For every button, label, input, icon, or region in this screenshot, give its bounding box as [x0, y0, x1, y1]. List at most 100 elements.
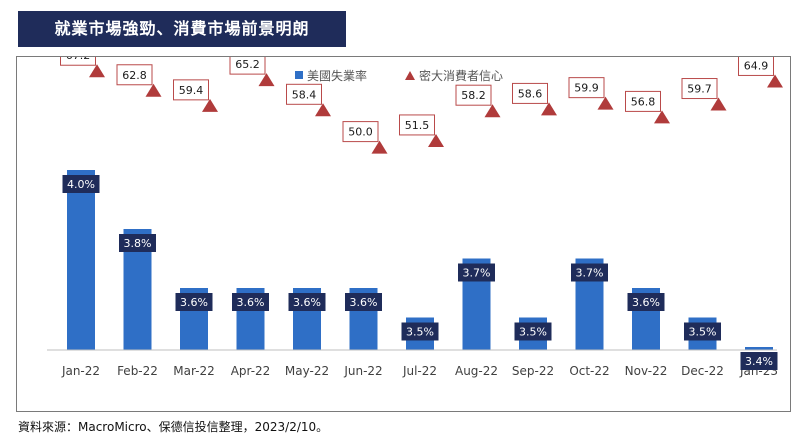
marker-label-Dec-22: 59.7	[681, 78, 718, 100]
marker-labels: 67.2 62.8 59.4 65.2 58.4 50.0 51.5 58.2 58.6 59.9…	[60, 44, 774, 143]
marker-label-Jan-23-text: 64.9	[744, 59, 769, 72]
marker-Feb-22	[145, 83, 162, 97]
marker-label-Jan-23: 64.9	[738, 54, 774, 76]
legend: 美國失業率 密大消費者信心	[295, 68, 503, 83]
x-tick-Aug-22: Aug-22	[455, 364, 498, 378]
bar-Jan-23	[745, 347, 773, 350]
bar-Jan-22	[67, 170, 95, 350]
marker-label-Dec-22-text: 59.7	[687, 83, 712, 96]
marker-label-Feb-22-box	[116, 64, 153, 86]
marker-label-Jun-22-text: 50.0	[348, 126, 373, 139]
bar-label-Apr-22-text: 3.6%	[237, 296, 265, 309]
marker-label-May-22-box	[286, 83, 322, 105]
marker-May-22	[315, 103, 331, 117]
x-tick-May-22: May-22	[285, 364, 329, 378]
bar-label-Jan-23-text: 3.4%	[745, 355, 773, 368]
x-tick-Nov-22: Nov-22	[625, 364, 668, 378]
bar-label-May-22-text: 3.6%	[293, 296, 321, 309]
marker-label-Sep-22-text: 58.6	[518, 87, 543, 100]
marker-Aug-22	[484, 104, 501, 118]
marker-label-Sep-22: 58.6	[512, 82, 548, 104]
bar-label-Oct-22-box	[571, 263, 608, 282]
marker-label-Aug-22: 58.2	[455, 84, 492, 106]
marker-Sep-22	[541, 102, 557, 116]
bar-label-Jul-22-box	[401, 322, 439, 341]
bar-label-Apr-22: 3.6%	[232, 293, 269, 311]
marker-label-Aug-22-box	[455, 84, 492, 106]
marker-label-May-22-text: 58.4	[292, 88, 317, 101]
marker-label-Jan-22-text: 67.2	[66, 57, 91, 62]
marker-label-Feb-22-text: 62.8	[122, 69, 147, 82]
bar-label-Nov-22-box	[627, 293, 665, 311]
marker-label-Nov-22: 56.8	[625, 90, 661, 112]
bar-label-Feb-22-box	[119, 234, 156, 252]
x-tick-Dec-22: Dec-22	[681, 364, 724, 378]
bar-label-Dec-22-box	[684, 322, 721, 341]
x-tick-Jun-22: Jun-22	[343, 364, 382, 378]
bar-label-Dec-22-text: 3.5%	[689, 326, 717, 339]
marker-label-Dec-22-box	[681, 78, 718, 100]
marker-label-Mar-22-box	[173, 79, 209, 101]
marker-label-Oct-22: 59.9	[568, 77, 605, 99]
bar-label-Feb-22-text: 3.8%	[124, 237, 152, 250]
marker-label-Jul-22-text: 51.5	[405, 119, 430, 132]
marker-series	[89, 64, 783, 154]
bar-label-Feb-22: 3.8%	[119, 234, 156, 252]
x-tick-Sep-22: Sep-22	[512, 364, 554, 378]
bar-label-Oct-22-text: 3.7%	[576, 267, 604, 280]
marker-label-Oct-22-text: 59.9	[574, 82, 599, 95]
legend-swatch-marker	[405, 71, 415, 80]
marker-label-Mar-22: 59.4	[173, 79, 209, 101]
bar-label-Aug-22: 3.7%	[458, 263, 495, 282]
marker-Mar-22	[202, 98, 218, 112]
marker-label-Nov-22-box	[625, 90, 661, 112]
marker-Apr-22	[258, 73, 275, 87]
marker-Oct-22	[597, 96, 614, 110]
marker-label-Oct-22-box	[568, 77, 605, 99]
chart-svg: 美國失業率 密大消費者信心 Jan-22 Feb-22 Mar-22 Apr-22 May…	[47, 44, 783, 378]
bar-label-Jun-22: 3.6%	[345, 293, 382, 311]
bar-label-May-22-box	[288, 293, 326, 311]
bar-label-Jun-22-box	[345, 293, 382, 311]
marker-Dec-22	[710, 97, 727, 111]
marker-label-Mar-22-text: 59.4	[179, 84, 204, 97]
marker-label-Jul-22: 51.5	[399, 114, 435, 136]
legend-swatch-bar	[295, 71, 303, 79]
legend-label-marker: 密大消費者信心	[419, 68, 503, 83]
marker-label-Sep-22-box	[512, 82, 548, 104]
marker-label-Jun-22-box	[342, 121, 379, 143]
bar-label-Jun-22-text: 3.6%	[350, 296, 378, 309]
marker-Jun-22	[371, 140, 388, 154]
bar-label-Aug-22-text: 3.7%	[463, 267, 491, 280]
bar-label-Apr-22-box	[232, 293, 269, 311]
marker-label-Feb-22: 62.8	[116, 64, 153, 86]
bar-label-Jan-22: 4.0%	[62, 175, 100, 193]
bar-label-Oct-22: 3.7%	[571, 263, 608, 282]
x-axis: Jan-22 Feb-22 Mar-22 Apr-22 May-22 Jun-22 Jul-…	[47, 349, 778, 378]
chart-title: 就業市場強勁、消費市場前景明朗	[54, 19, 310, 38]
marker-label-Nov-22-text: 56.8	[631, 95, 656, 108]
marker-label-May-22: 58.4	[286, 83, 322, 105]
bar-label-Nov-22-text: 3.6%	[632, 296, 660, 309]
x-tick-Jan-22: Jan-22	[61, 364, 100, 378]
marker-label-Apr-22-text: 65.2	[235, 58, 260, 71]
marker-label-Jan-22: 67.2	[60, 44, 96, 66]
x-tick-Feb-22: Feb-22	[117, 364, 158, 378]
marker-Jan-22	[89, 64, 105, 78]
marker-label-Jul-22-box	[399, 114, 435, 136]
bar-label-Sep-22-text: 3.5%	[519, 326, 547, 339]
bar-label-Aug-22-box	[458, 263, 495, 282]
bar-label-Jul-22: 3.5%	[401, 322, 439, 341]
bar-label-Jan-22-text: 4.0%	[67, 178, 95, 191]
marker-Jan-23	[767, 74, 783, 88]
marker-Jul-22	[428, 133, 444, 147]
bar-label-Sep-22: 3.5%	[514, 322, 552, 341]
bar-label-Jan-22-box	[62, 175, 100, 193]
bar-label-Jan-23-box	[740, 352, 778, 370]
chart-title-banner: 就業市場強勁、消費市場前景明朗	[18, 11, 346, 47]
marker-label-Aug-22-text: 58.2	[461, 89, 486, 102]
x-tick-Jul-22: Jul-22	[402, 364, 437, 378]
bar-label-Mar-22: 3.6%	[175, 293, 213, 311]
marker-label-Apr-22: 65.2	[229, 53, 266, 75]
bar-label-Jul-22-text: 3.5%	[406, 326, 434, 339]
